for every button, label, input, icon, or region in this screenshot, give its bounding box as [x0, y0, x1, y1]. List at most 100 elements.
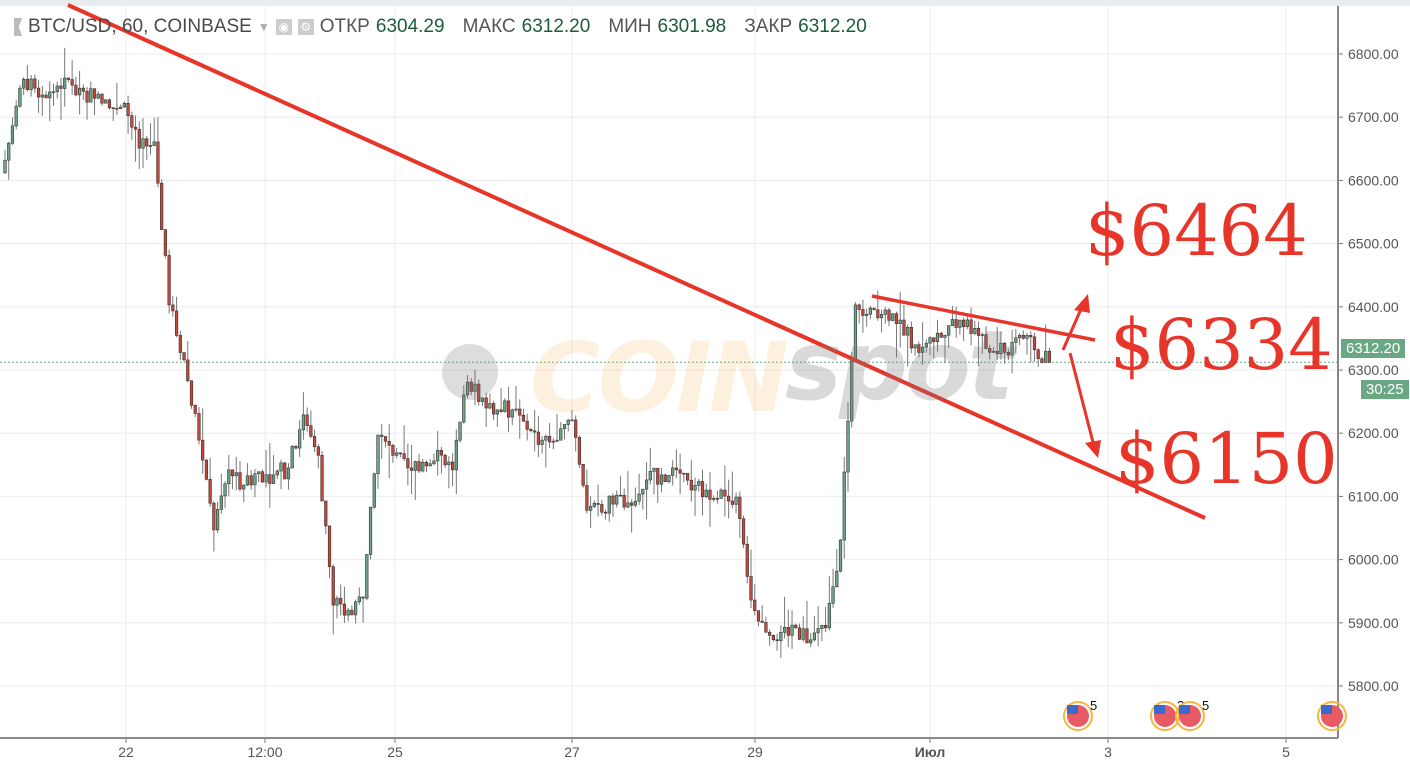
candle-down — [391, 445, 395, 456]
visibility-icon[interactable]: ◉ — [275, 19, 292, 35]
candle-up — [89, 88, 93, 103]
candle-down — [872, 307, 876, 311]
close-label: ЗАКР — [744, 16, 793, 37]
candle-up — [480, 397, 485, 402]
candle-down — [137, 128, 141, 149]
candle-up — [924, 342, 928, 348]
y-tick-label: 6200.00 — [1348, 425, 1399, 441]
annotation-mid: $6334 — [1110, 304, 1333, 386]
close-value: 6312.20 — [798, 16, 867, 37]
candle-up — [271, 474, 276, 484]
candle-up — [354, 601, 358, 616]
candle-up — [421, 461, 425, 472]
candle-up — [122, 102, 126, 108]
candle-up — [454, 439, 458, 471]
candle-down — [988, 348, 992, 353]
low-label: МИН — [608, 16, 652, 37]
candle-up — [1017, 334, 1022, 339]
candle-down — [887, 309, 891, 321]
candle-up — [141, 138, 145, 149]
last-price-label: 6312.20 — [1341, 339, 1406, 358]
candle-up — [637, 493, 641, 502]
candle-down — [327, 525, 332, 568]
candle-up — [14, 105, 18, 127]
candle-down — [33, 78, 37, 89]
collapse-flag-icon[interactable] — [14, 18, 22, 36]
candle-up — [644, 479, 649, 490]
candle-down — [81, 87, 85, 92]
candle-up — [879, 313, 884, 319]
candle-up — [633, 500, 637, 506]
candle-down — [954, 319, 958, 328]
us-flag-canton — [1067, 705, 1078, 714]
event-ring — [1317, 701, 1347, 731]
candle-up — [920, 346, 925, 353]
candle-down — [331, 566, 335, 606]
candle-up — [298, 429, 302, 449]
candle-down — [424, 461, 429, 467]
candle-up — [96, 93, 100, 99]
candle-down — [771, 635, 775, 641]
candle-up — [697, 481, 701, 486]
candle-down — [708, 489, 712, 500]
candle-down — [230, 469, 235, 477]
candle-up — [279, 462, 283, 472]
candle-down — [66, 77, 71, 80]
x-tick-label: 29 — [747, 744, 763, 760]
candle-up — [7, 142, 11, 161]
candle-down — [894, 313, 899, 324]
trendline-down — [67, 3, 1206, 520]
candle-up — [555, 439, 559, 442]
candle-down — [1047, 350, 1051, 363]
high-value: 6312.20 — [521, 16, 591, 37]
candle-up — [842, 471, 846, 541]
candle-up — [704, 489, 708, 498]
candle-down — [85, 90, 89, 103]
candle-down — [533, 430, 537, 433]
candle-up — [973, 327, 977, 334]
candle-up — [835, 570, 839, 588]
event-count: 5 — [1202, 698, 1209, 713]
candle-up — [693, 485, 697, 491]
candle-down — [1003, 342, 1007, 353]
gear-icon[interactable]: ⚙ — [297, 19, 314, 35]
candle-up — [883, 309, 887, 315]
annotation-target-up: $6464 — [1085, 190, 1308, 272]
watermark-logo-icon — [442, 344, 498, 400]
candle-down — [585, 485, 589, 511]
watermark-coin: COIN — [530, 322, 789, 434]
candle-up — [29, 78, 33, 90]
candle-up — [365, 554, 369, 599]
candle-up — [648, 471, 652, 481]
candle-down — [324, 500, 328, 527]
candle-down — [506, 400, 511, 418]
candle-up — [473, 383, 477, 392]
candle-down — [730, 500, 734, 505]
candle-down — [622, 494, 626, 508]
candle-down — [741, 518, 746, 545]
candle-down — [387, 441, 391, 446]
candle-up — [223, 483, 227, 497]
candle-down — [156, 141, 160, 184]
candle-up — [626, 502, 630, 508]
candle-down — [723, 489, 727, 497]
candle-down — [193, 404, 197, 414]
x-tick-label: 3 — [1104, 744, 1112, 760]
candle-down — [178, 335, 182, 353]
candle-down — [656, 467, 660, 485]
candle-down — [902, 319, 906, 336]
chevron-down-icon[interactable]: ▼ — [257, 20, 270, 34]
candle-down — [59, 85, 63, 89]
candle-down — [753, 599, 757, 611]
candle-up — [510, 409, 514, 418]
candle-down — [283, 462, 287, 480]
symbol-title[interactable]: BTC/USD, 60, COINBASE — [28, 16, 252, 37]
candle-down — [450, 461, 455, 471]
candle-up — [827, 602, 831, 629]
candle-up — [551, 440, 555, 443]
candle-down — [92, 88, 97, 99]
candle-up — [958, 319, 962, 328]
candle-down — [786, 626, 790, 636]
candle-down — [36, 87, 41, 98]
